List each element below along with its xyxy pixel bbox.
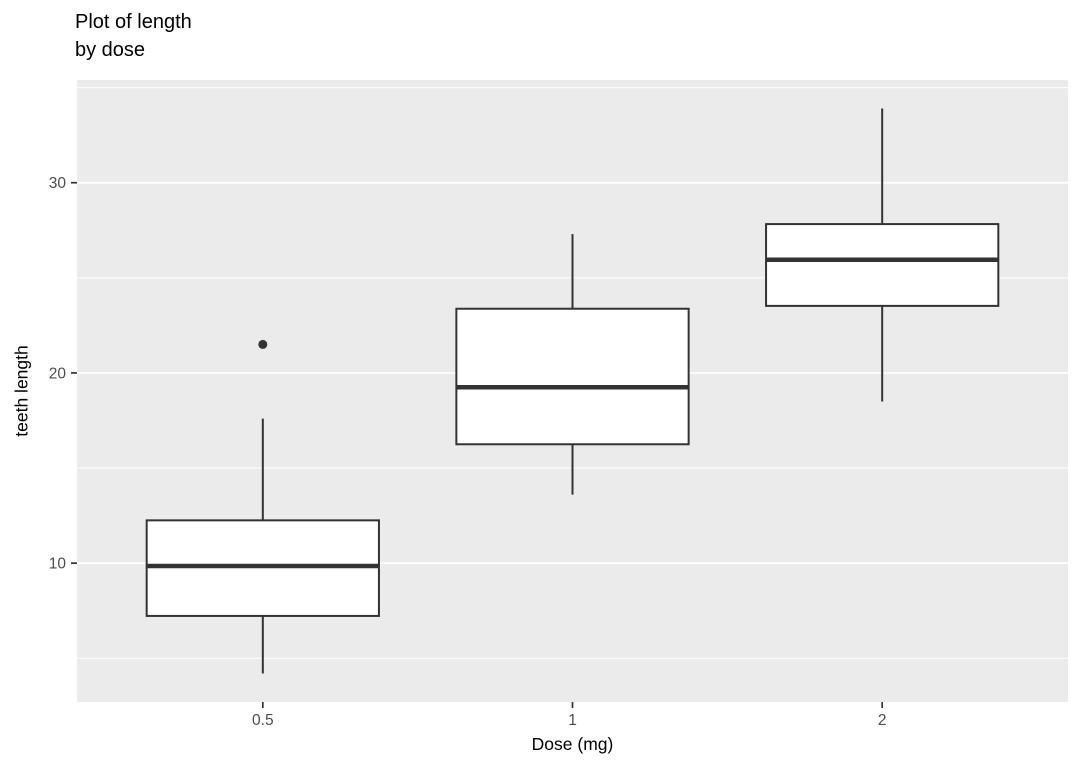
boxplot-box [455, 307, 690, 446]
y-axis-title: teeth length [11, 345, 32, 437]
boxplot-box [765, 223, 1000, 307]
x-tick-label: 1 [568, 712, 577, 729]
y-tick-label: 20 [49, 365, 67, 382]
outlier-point [258, 339, 268, 349]
y-tick-label: 10 [49, 556, 67, 573]
x-tick-label: 0.5 [252, 712, 274, 729]
y-tick-label: 30 [49, 175, 67, 192]
chart-title: Plot of length by dose [75, 11, 192, 61]
x-axis-title: Dose (mg) [531, 734, 614, 754]
x-tick-label: 2 [878, 712, 887, 729]
